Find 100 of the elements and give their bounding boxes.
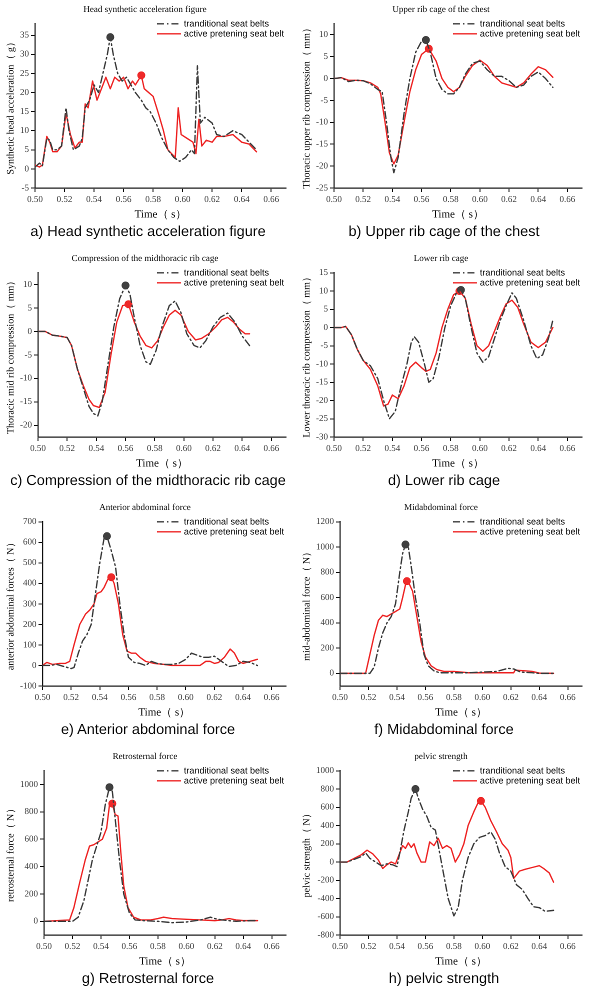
x-tick-label: 0.64	[234, 194, 250, 204]
y-tick-label: -5	[24, 349, 32, 360]
y-tick-label: 600	[320, 802, 334, 812]
x-tick-label: 0.54	[389, 692, 406, 702]
x-axis-title: Time（ s）	[134, 208, 186, 220]
x-tick-label: 0.52	[355, 194, 372, 204]
x-tick-label: 0.50	[326, 194, 342, 204]
y-tick-label: -100	[20, 680, 37, 690]
x-tick-label: 0.52	[64, 940, 80, 951]
y-tick-label: -15	[20, 396, 32, 406]
text: f) Midabdominal force	[373, 721, 515, 740]
y-tick-label: 200	[320, 838, 334, 848]
x-tick-label: 0.66	[560, 940, 576, 951]
x-tick-label: 0.64	[530, 442, 547, 453]
y-tick-label: 800	[320, 783, 334, 794]
x-axis-title: Time（ s）	[136, 457, 188, 470]
y-tick-label: 35	[20, 30, 30, 40]
x-tick-label: 0.52	[59, 442, 76, 453]
y-tick-label: 800	[24, 806, 38, 816]
x-tick-label: 0.64	[530, 194, 547, 204]
x-axis-title: Time（ s）	[138, 706, 190, 718]
y-tick-label: -10	[316, 358, 328, 368]
y-axis-title: mid-abdominal force（ N）	[302, 546, 313, 661]
x-tick-label: 0.50	[36, 940, 52, 951]
x-tick-label: 0.54	[92, 692, 108, 702]
y-tick-label: 300	[22, 598, 37, 608]
y-tick-label: 5	[27, 302, 32, 312]
y-tick-label: 0	[24, 163, 30, 174]
x-tick-label: 0.62	[204, 194, 220, 204]
y-tick-label: 100	[22, 639, 37, 650]
legend-label: tranditional seat belts	[480, 516, 566, 526]
legend-label: active pretening seat belt	[480, 28, 580, 38]
y-tick-label: 0	[34, 916, 38, 926]
x-tick-label: 0.56	[122, 940, 138, 951]
legend-label: tranditional seat belts	[480, 18, 566, 28]
chart-title: Upper rib cage of the chest	[392, 4, 490, 14]
legend-label: active pretening seat belt	[184, 526, 284, 536]
legend-label: active pretening seat belt	[480, 775, 580, 786]
x-tick-label: 0.64	[234, 442, 251, 453]
x-tick-label: 0.56	[118, 442, 134, 453]
y-tick-label: 0	[330, 856, 334, 866]
y-tick-label: 0	[27, 326, 32, 336]
y-tick-label: 0	[330, 668, 334, 678]
x-tick-label: 0.56	[414, 194, 430, 204]
legend-label: tranditional seat belts	[480, 765, 566, 776]
y-axis-title: anterior abdominal forces（ N）	[6, 538, 17, 670]
y-tick-label: 10	[318, 29, 328, 40]
x-axis-title: Time（ s）	[432, 457, 484, 470]
y-tick-label: -10	[20, 372, 32, 383]
y-tick-label: 200	[24, 888, 38, 898]
x-tick-label: 0.66	[560, 692, 576, 702]
y-tick-label: -200	[318, 874, 334, 885]
y-tick-label: -10	[316, 116, 328, 127]
x-tick-label: 0.56	[414, 442, 430, 453]
x-tick-label: 0.54	[88, 442, 105, 453]
y-tick-label: 500	[22, 557, 37, 568]
chart-title: Anterior abdominal force	[99, 502, 191, 512]
y-axis-title: Thoracic upper rib compression（ mm）	[302, 23, 313, 189]
y-tick-label: -15	[316, 376, 328, 387]
x-tick-label: 0.52	[360, 940, 376, 951]
x-tick-label: 0.56	[418, 692, 434, 702]
x-tick-label: 0.50	[27, 194, 44, 204]
x-tick-label: 0.54	[389, 940, 406, 951]
y-tick-label: 20	[20, 86, 30, 97]
x-tick-label: 0.66	[264, 940, 280, 951]
y-tick-label: 1200	[316, 516, 334, 526]
x-tick-label: 0.60	[472, 194, 488, 204]
y-axis-title: Lower thoracic rib compression（ mm）	[302, 272, 313, 438]
chart-title: Retrosternal force	[112, 750, 178, 761]
y-tick-label: -600	[318, 911, 334, 922]
text: g) Retrosternal force	[80, 970, 216, 989]
legend-label: active pretening seat belt	[184, 277, 284, 288]
text: h) pelvic strength	[388, 970, 500, 989]
chart-title: Midabdominal force	[404, 502, 478, 512]
x-tick-label: 0.52	[355, 442, 372, 453]
y-tick-label: 1000	[20, 778, 38, 789]
x-tick-label: 0.50	[326, 442, 342, 453]
x-axis-title: Time（ s）	[432, 208, 484, 220]
chart-title: Lower rib cage	[414, 252, 468, 263]
y-tick-label: 800	[320, 566, 334, 577]
y-tick-label: -25	[316, 413, 328, 424]
text: c) Compression of the midthoracic rib cage	[9, 472, 287, 491]
x-tick-label: 0.60	[174, 194, 192, 204]
legend-label: tranditional seat belts	[184, 765, 270, 776]
y-tick-label: 400	[320, 820, 334, 830]
x-tick-label: 0.58	[442, 194, 460, 204]
y-axis-title: pelvic strength（ N）	[302, 808, 313, 898]
x-tick-label: 0.58	[146, 442, 164, 453]
y-tick-label: 200	[22, 618, 37, 629]
y-tick-label: -15	[316, 138, 328, 149]
x-tick-label: 0.52	[63, 692, 80, 702]
x-tick-label: 0.64	[531, 940, 548, 951]
y-tick-label: 400	[24, 860, 38, 871]
y-tick-label: 0	[323, 322, 328, 332]
x-tick-label: 0.58	[149, 692, 166, 702]
legend-label: tranditional seat belts	[184, 516, 270, 526]
y-axis-title: Thoracic mid rib compression（ mm）	[6, 276, 17, 434]
y-tick-label: 30	[20, 48, 30, 59]
text: b) Upper rib cage of the chest	[347, 223, 541, 242]
x-tick-label: 0.60	[176, 442, 192, 453]
